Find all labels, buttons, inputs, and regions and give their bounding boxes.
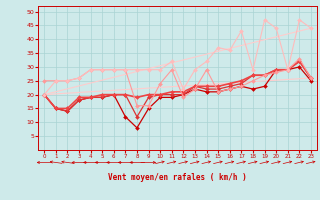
X-axis label: Vent moyen/en rafales ( km/h ): Vent moyen/en rafales ( km/h ): [108, 173, 247, 182]
